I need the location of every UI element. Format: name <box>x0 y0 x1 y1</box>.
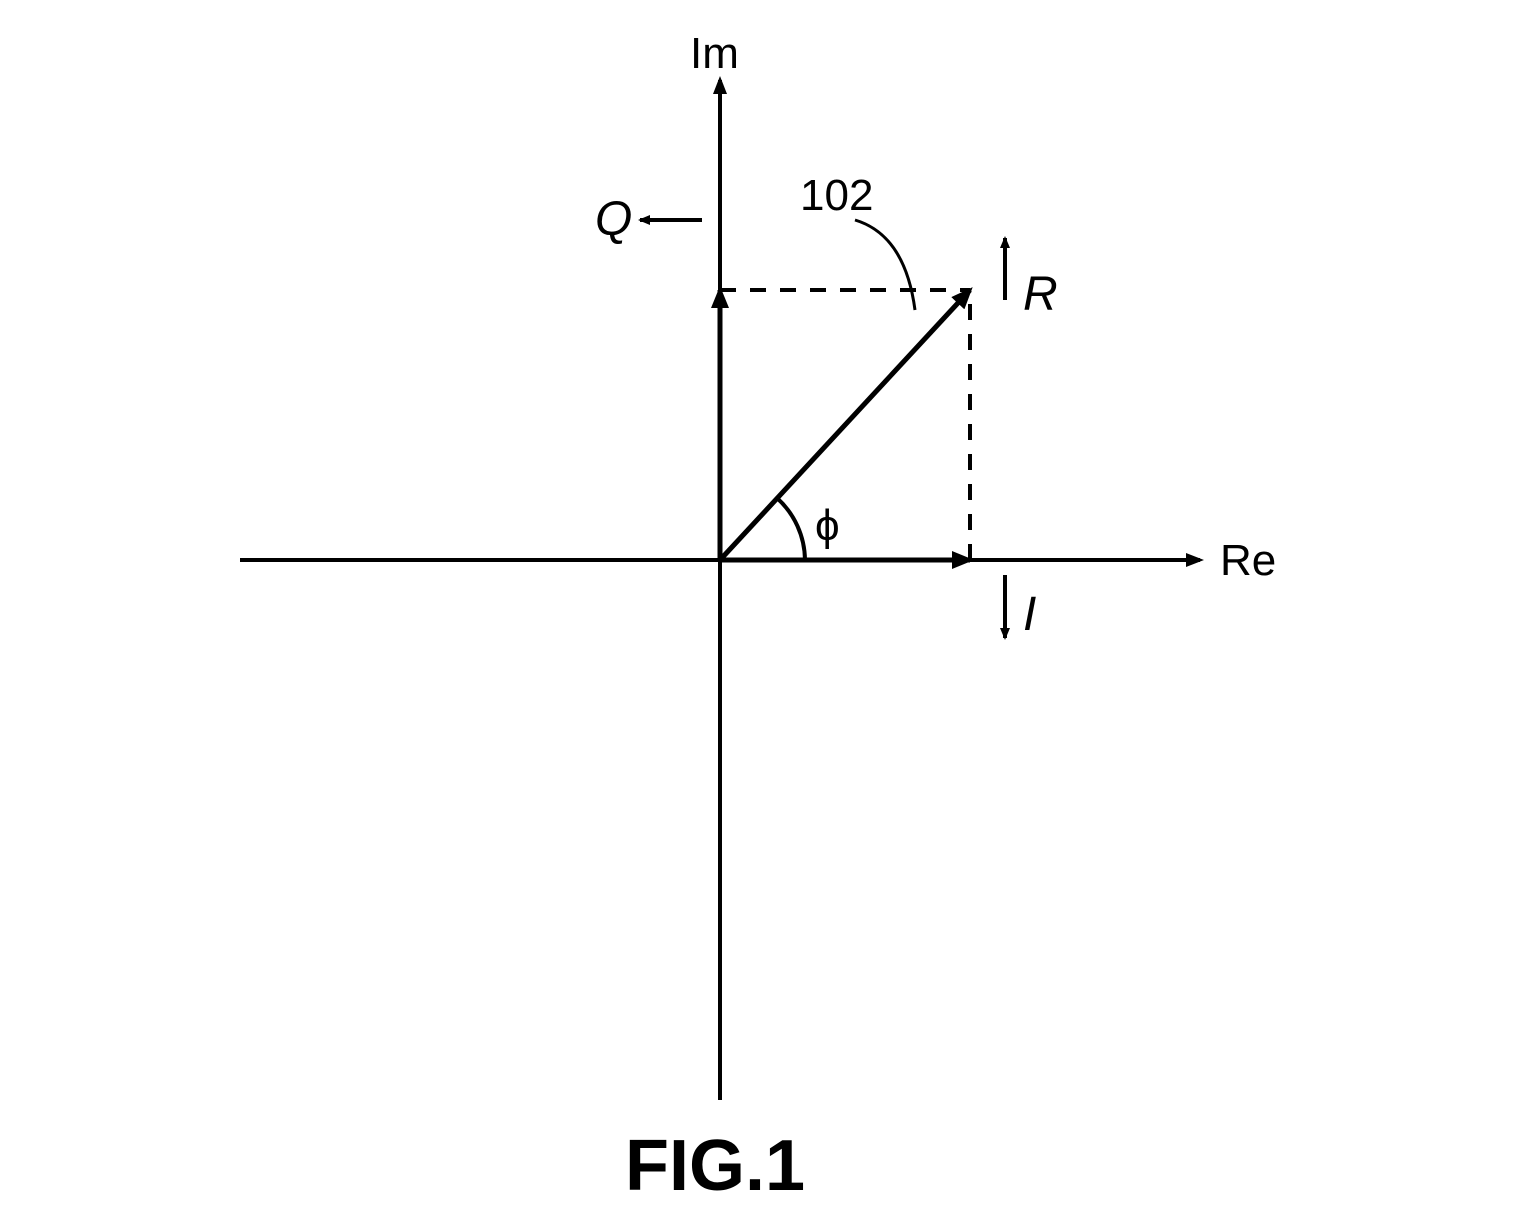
callout-label: 102 <box>800 171 873 220</box>
i-label: I <box>1023 588 1036 641</box>
r-label: R <box>1023 268 1058 321</box>
phi-label: ϕ <box>815 501 840 550</box>
angle-arc <box>777 498 805 560</box>
vector-diagram: Re Im R I Q ϕ 102 FIG.1 <box>0 0 1527 1219</box>
figure-caption: FIG.1 <box>625 1126 805 1206</box>
q-label: Q <box>595 193 632 246</box>
y-axis-label: Im <box>690 29 739 78</box>
x-axis-label: Re <box>1220 536 1276 585</box>
vector-r <box>720 290 970 560</box>
callout-curve <box>855 220 915 310</box>
